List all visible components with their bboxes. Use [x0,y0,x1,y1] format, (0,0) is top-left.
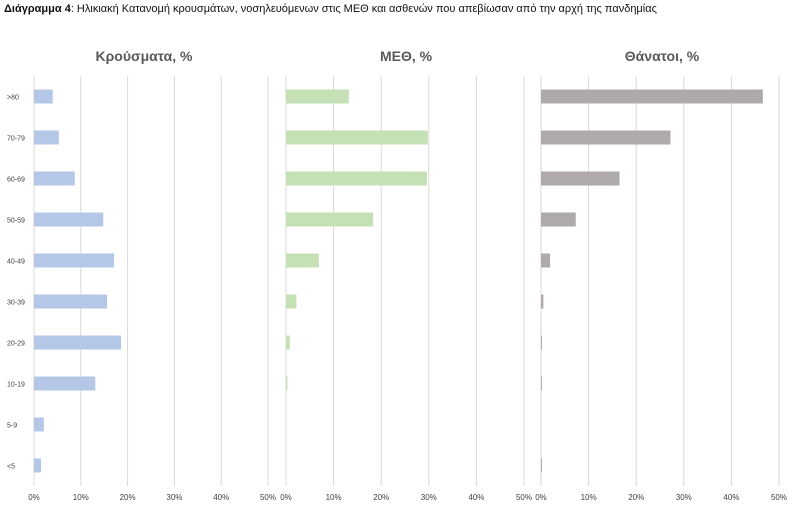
bar-20-29 [286,335,290,350]
tick-label: 0% [280,493,292,502]
bar-40-49 [541,253,551,268]
tick-label: 50% [516,493,532,502]
category-label: 70-79 [7,136,25,143]
panel-title: Κρούσματα, % [96,48,193,64]
tick-label: 50% [771,493,787,502]
tick-label: 40% [213,493,229,502]
category-label: <5 [7,464,15,471]
tick-label: 30% [166,493,182,502]
bar->80 [34,89,53,104]
bar-60-69 [34,171,75,186]
bar-5-9 [34,417,44,432]
bar-60-69 [541,171,620,186]
tick-label: 10% [73,493,89,502]
bar-50-59 [541,212,576,227]
panel-title: Θάνατοι, % [625,48,700,64]
bar->80 [286,89,349,104]
bar-70-79 [34,130,59,145]
tick-label: 50% [260,493,276,502]
category-label: 10-19 [7,382,25,389]
bar-40-49 [286,253,319,268]
figure-caption: Διάγραμμα 4: Ηλικιακή Κατανομή κρουσμάτω… [4,3,657,15]
chart-panel-3: Θάνατοι, % 0% 10% 20% 30% 40% 50% [535,48,787,502]
category-label: 20-29 [7,341,25,348]
tick-label: 20% [120,493,136,502]
tick-label: 30% [421,493,437,502]
tick-label: 0% [535,493,547,502]
bar-20-29 [541,335,542,350]
tick-label: 10% [581,493,597,502]
bar-10-19 [286,376,288,391]
tick-label: 20% [373,493,389,502]
bar-30-39 [541,294,544,309]
bar-70-79 [286,130,428,145]
tick-label: 10% [326,493,342,502]
bar-20-29 [34,335,122,350]
chart-panel-1: Κρούσματα, % >80 70-79 60-69 50-59 40-49 30-39… [7,48,276,502]
tick-label: 20% [628,493,644,502]
category-label: >80 [7,95,19,102]
bar-30-39 [34,294,108,309]
chart-panel-2: ΜΕΘ, % 0% 10% 20% 30% 40% 50% [280,48,532,502]
bar-10-19 [34,376,96,391]
bar-<5 [34,458,42,473]
tick-label: 40% [468,493,484,502]
category-label: 60-69 [7,177,25,184]
bar-<5 [541,458,542,473]
panel-title: ΜΕΘ, % [380,48,433,64]
category-label: 5-9 [7,423,17,430]
bar-40-49 [34,253,115,268]
category-label: 50-59 [7,218,25,225]
bar->80 [541,89,763,104]
tick-label: 30% [676,493,692,502]
tick-label: 0% [28,493,40,502]
category-label: 30-39 [7,300,25,307]
bar-30-39 [286,294,297,309]
bar-50-59 [34,212,104,227]
caption-prefix: Διάγραμμα 4 [4,3,71,15]
bar-10-19 [541,376,542,391]
bar-70-79 [541,130,671,145]
bar-60-69 [286,171,427,186]
category-label: 40-49 [7,259,25,266]
tick-label: 40% [723,493,739,502]
bar-50-59 [286,212,374,227]
caption-text: : Ηλικιακή Κατανομή κρουσμάτων, νοσηλευό… [70,3,657,15]
